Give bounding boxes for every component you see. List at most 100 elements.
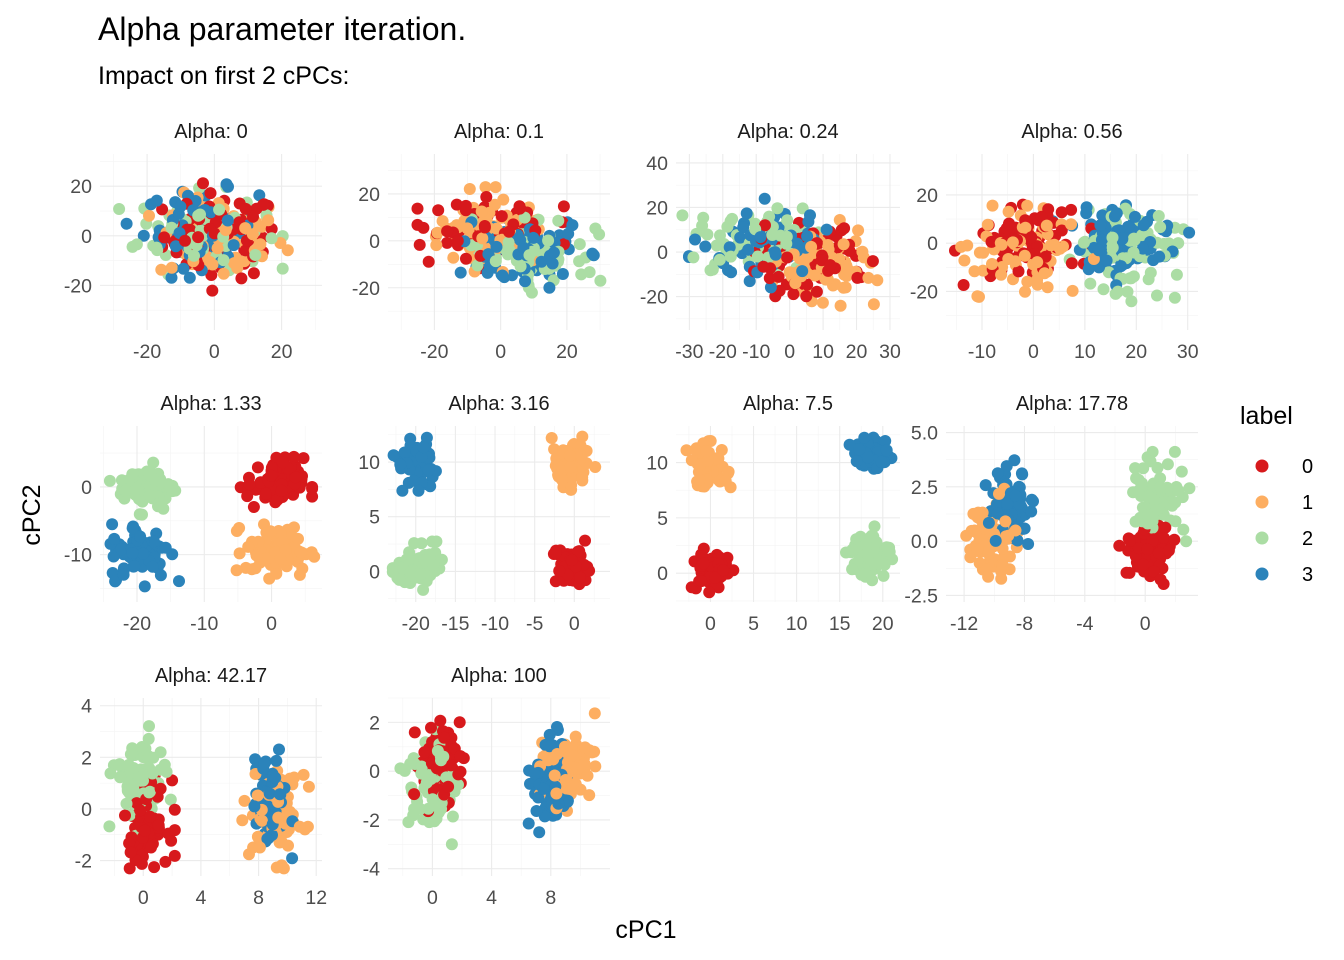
data-point (543, 728, 556, 741)
data-point (961, 239, 974, 252)
data-point (143, 720, 155, 733)
data-point (217, 254, 230, 267)
data-point (204, 187, 217, 200)
data-point (982, 544, 995, 557)
legend-label: 2 (1302, 528, 1313, 550)
data-point (1168, 291, 1181, 304)
data-point (396, 484, 409, 497)
data-point (297, 452, 310, 465)
data-point (479, 181, 492, 194)
data-point (253, 189, 266, 202)
legend-key (1255, 495, 1269, 509)
facet-strip-label: Alpha: 17.78 (1016, 393, 1128, 415)
data-point (1154, 481, 1167, 494)
data-point (689, 443, 702, 456)
data-point (1137, 558, 1150, 571)
data-point (164, 793, 177, 806)
data-point (957, 279, 970, 291)
data-point (769, 246, 782, 259)
facet-strip-label: Alpha: 42.17 (155, 665, 267, 687)
data-point (838, 222, 851, 235)
y-tick-label: 2.5 (911, 477, 938, 499)
data-point (194, 208, 206, 221)
x-tick-label: 0 (784, 341, 795, 363)
data-point (154, 569, 167, 582)
data-point (1151, 289, 1163, 302)
data-point (1169, 515, 1182, 528)
data-point (689, 233, 701, 246)
data-point (1001, 497, 1014, 510)
data-point (734, 231, 747, 244)
data-point (275, 484, 288, 497)
data-point (858, 431, 871, 444)
data-point (981, 218, 994, 231)
chart-subtitle: Impact on first 2 cPCs: (98, 62, 349, 90)
data-point (1141, 543, 1154, 556)
data-point (471, 259, 484, 272)
data-point (126, 468, 139, 481)
data-point (123, 862, 136, 875)
data-point (985, 235, 998, 248)
x-tick-label: -20 (709, 341, 737, 363)
y-tick-label: -20 (910, 281, 938, 303)
data-point (262, 214, 275, 227)
data-point (743, 275, 756, 288)
data-point (1021, 275, 1034, 288)
data-point (217, 267, 230, 280)
data-point (257, 198, 270, 211)
data-point (1011, 534, 1024, 547)
data-point (247, 210, 259, 223)
data-point (576, 430, 589, 443)
data-point (402, 816, 415, 829)
x-tick-label: 10 (1074, 341, 1096, 363)
data-point (1084, 277, 1097, 290)
data-point (719, 474, 732, 487)
data-point (273, 743, 285, 756)
data-point (537, 782, 550, 795)
data-point (506, 269, 518, 282)
data-point (251, 789, 264, 802)
x-tick-label: -10 (968, 341, 996, 363)
data-point (695, 575, 708, 588)
data-point (763, 272, 776, 285)
data-point (989, 534, 1002, 547)
data-point (533, 826, 546, 839)
data-point (415, 537, 428, 550)
data-point (106, 518, 119, 531)
data-point (1003, 217, 1015, 230)
data-point (415, 450, 428, 463)
data-point (293, 820, 306, 833)
y-tick-label: 20 (358, 184, 380, 206)
y-tick-label: -20 (64, 275, 92, 297)
data-point (1040, 219, 1053, 232)
legend-label: 3 (1302, 564, 1313, 586)
data-point (261, 832, 274, 845)
data-point (1002, 205, 1015, 218)
data-point (489, 255, 502, 268)
facet-panel: Alpha: 42.17 0 4 8 12 -2 0 2 4 (75, 665, 327, 909)
data-point (129, 484, 142, 497)
data-point (1025, 505, 1038, 518)
data-point (1009, 489, 1022, 502)
y-tick-label: 0 (657, 242, 668, 264)
data-point (880, 444, 893, 457)
data-point (146, 560, 159, 573)
data-point (228, 257, 241, 270)
data-point (142, 732, 155, 745)
x-tick-label: 30 (1177, 341, 1199, 363)
data-point (243, 848, 255, 861)
data-point (249, 753, 262, 766)
data-point (581, 769, 594, 782)
data-point (1012, 265, 1025, 278)
data-point (281, 244, 294, 257)
data-point (454, 266, 467, 279)
data-point (168, 849, 181, 862)
data-point (270, 754, 283, 767)
data-point (238, 794, 251, 807)
legend-label: 0 (1302, 456, 1313, 478)
data-point (702, 454, 714, 467)
y-tick-label: 0 (657, 563, 668, 585)
data-point (1123, 534, 1136, 547)
data-point (435, 754, 447, 767)
y-tick-label: 5.0 (911, 423, 938, 445)
